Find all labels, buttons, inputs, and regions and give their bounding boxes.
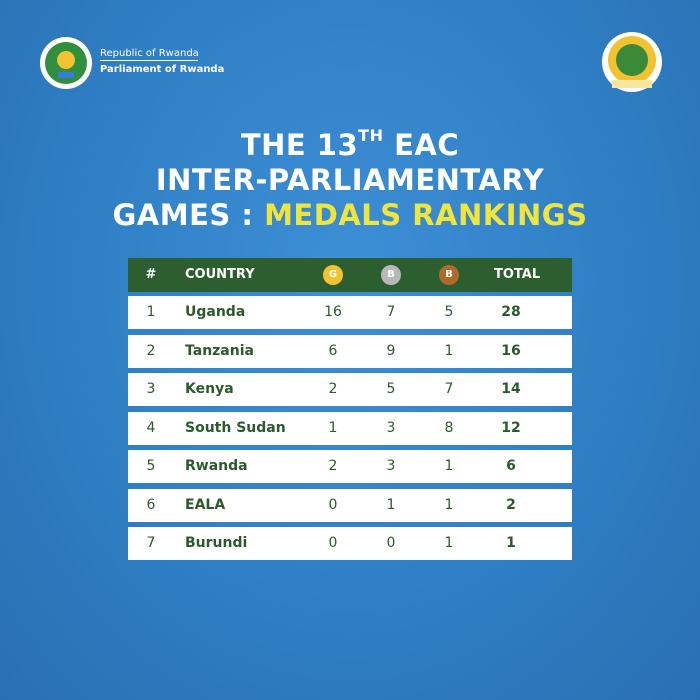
column-header: COUNTRY — [185, 267, 255, 282]
title-part: GAMES : — [112, 198, 265, 232]
table-cell: 1 — [506, 535, 516, 551]
table-cell: 6 — [146, 496, 156, 513]
table-cell: 7 — [386, 304, 396, 320]
table-cell: 8 — [444, 419, 454, 436]
table-header: # COUNTRY G B B TOTAL — [128, 258, 572, 292]
table-cell: 3 — [146, 381, 156, 397]
table-cell: 16 — [501, 342, 521, 359]
table-cell: 1 — [386, 496, 396, 513]
table-cell: 0 — [386, 535, 396, 551]
title: THE 13TH EAC — [0, 126, 700, 162]
title-part: THE 13 — [240, 128, 359, 162]
title-part: EAC — [394, 128, 460, 162]
org-name: Parliament of Rwanda — [100, 64, 225, 75]
medal-icon: B — [439, 264, 459, 285]
table-cell: Tanzania — [185, 342, 254, 359]
table-cell: 7 — [444, 381, 454, 397]
table-cell: 2 — [146, 342, 156, 359]
table-cell: EALA — [185, 496, 226, 513]
table-cell: 5 — [146, 458, 156, 474]
table-cell: 2 — [328, 458, 338, 474]
table-cell: 12 — [501, 419, 521, 436]
table-row: 2 Tanzania 6 9 1 16 — [128, 334, 572, 368]
table-cell: 1 — [146, 304, 156, 320]
org-name: Republic of Rwanda — [100, 48, 199, 59]
table-cell: Rwanda — [185, 458, 248, 474]
column-header: B — [434, 258, 464, 292]
table-cell: 1 — [444, 458, 454, 474]
table-cell: 2 — [328, 381, 338, 397]
column-header: G — [318, 258, 348, 292]
column-header: B — [376, 258, 406, 292]
table-row: 5 Rwanda 2 3 1 6 — [128, 450, 572, 483]
table-cell: Kenya — [185, 381, 234, 397]
table-row: 3 Kenya 2 5 7 14 — [128, 373, 572, 406]
table-cell: Uganda — [185, 304, 246, 320]
table-cell: 4 — [146, 419, 156, 436]
title: GAMES : MEDALS RANKINGS — [0, 198, 700, 232]
table-cell: 3 — [386, 458, 396, 474]
table-cell: 1 — [444, 535, 454, 551]
table-cell: 1 — [328, 419, 338, 436]
medal-icon: G — [323, 264, 343, 285]
table-cell: 7 — [146, 535, 156, 551]
table-cell: Burundi — [185, 535, 248, 551]
table-cell: 0 — [328, 496, 338, 513]
table-cell: 2 — [506, 496, 516, 513]
table-cell: 6 — [506, 458, 516, 474]
table-cell: South Sudan — [185, 419, 286, 436]
table-cell: 0 — [328, 535, 338, 551]
column-header: TOTAL — [494, 267, 541, 282]
column-header: # — [145, 267, 157, 282]
table-cell: 6 — [328, 342, 338, 359]
table-row: 7 Burundi 0 0 1 1 — [128, 527, 572, 560]
table-row: 6 EALA 0 1 1 2 — [128, 488, 572, 522]
eac-emblem — [602, 32, 662, 92]
table-row: 4 South Sudan 1 3 8 12 — [128, 411, 572, 445]
table-cell: 9 — [386, 342, 396, 359]
table-cell: 14 — [501, 381, 521, 397]
table-cell: 16 — [324, 304, 342, 320]
title-part: MEDALS RANKINGS — [264, 198, 588, 232]
rwanda-emblem — [40, 37, 92, 89]
table-cell: 28 — [501, 304, 521, 320]
title-part: TH — [358, 126, 384, 145]
table-cell: 3 — [386, 419, 396, 436]
table-cell: 1 — [444, 496, 454, 513]
table-cell: 5 — [386, 381, 396, 397]
table-cell: 5 — [444, 304, 454, 320]
table-row: 1 Uganda 16 7 5 28 — [128, 296, 572, 329]
title: INTER-PARLIAMENTARY — [155, 163, 545, 197]
table-cell: 1 — [444, 342, 454, 359]
medal-icon: B — [381, 264, 401, 285]
